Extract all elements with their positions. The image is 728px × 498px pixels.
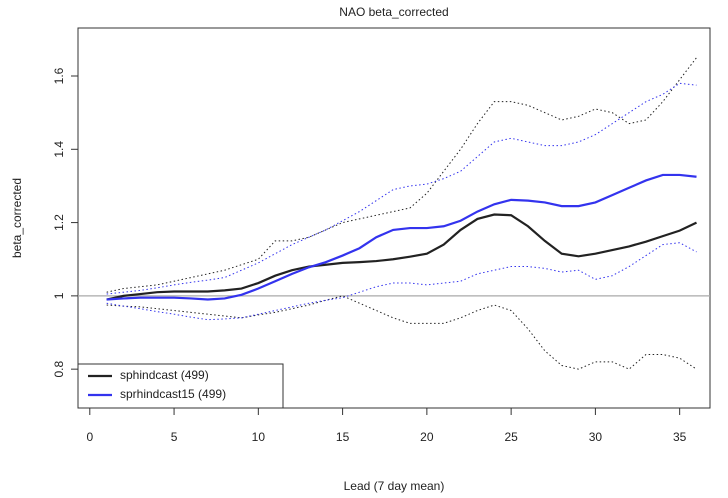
x-tick-label: 30: [589, 430, 603, 444]
series-line: [106, 213, 697, 301]
x-tick-label: 35: [673, 430, 687, 444]
chart-title: NAO beta_corrected: [339, 5, 448, 19]
x-axis-label: Lead (7 day mean): [344, 479, 445, 493]
x-tick-label: 25: [504, 430, 518, 444]
y-tick-label: 1: [52, 292, 66, 299]
x-tick-label: 15: [336, 430, 350, 444]
bound-line: [106, 295, 697, 370]
legend-label: sprhindcast15 (499): [120, 387, 226, 401]
bound-line: [106, 242, 697, 321]
bound-line: [106, 82, 697, 295]
x-tick-label: 5: [171, 430, 178, 444]
y-tick-label: 0.8: [52, 360, 66, 377]
bound-line: [106, 57, 697, 293]
x-tick-label: 0: [86, 430, 93, 444]
y-axis-label: beta_corrected: [10, 178, 24, 258]
legend-label: sphindcast (499): [120, 368, 209, 382]
y-tick-label: 1.6: [52, 67, 66, 84]
y-tick-label: 1.4: [52, 141, 66, 158]
legend-box: [77, 363, 284, 409]
series-line: [106, 173, 697, 301]
x-tick-label: 10: [252, 430, 266, 444]
plot-box: [77, 27, 711, 409]
y-tick-label: 1.2: [52, 214, 66, 231]
x-tick-label: 20: [420, 430, 434, 444]
